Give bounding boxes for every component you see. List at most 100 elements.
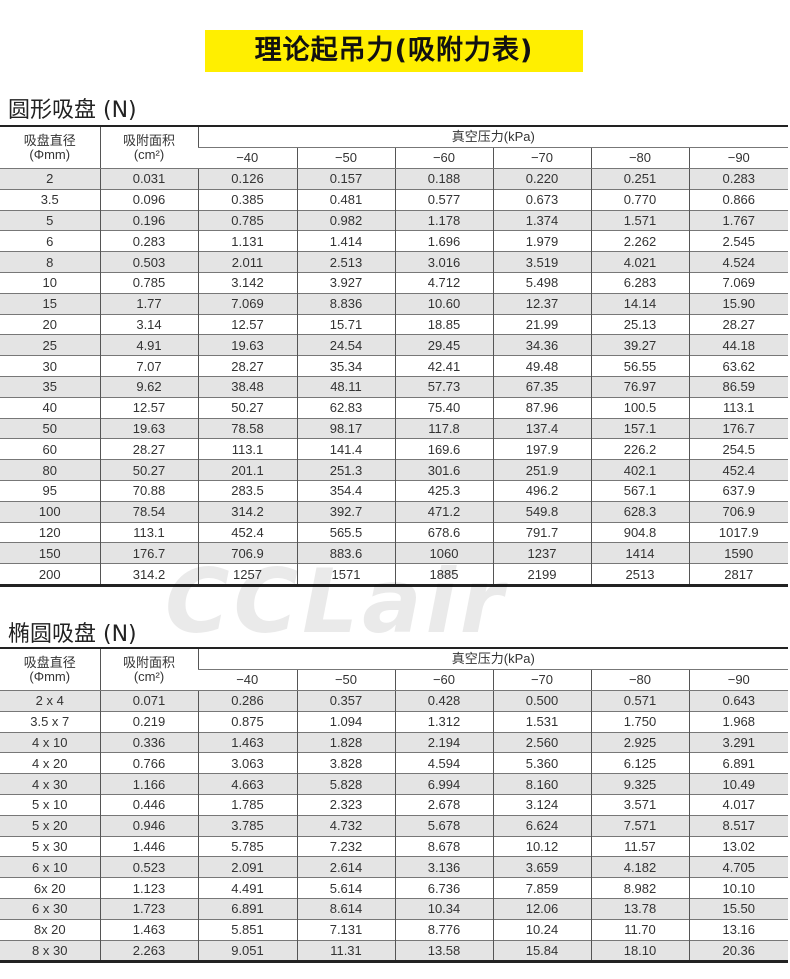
- table-row: 25 4.91 19.63 24.54 29.45 34.36 39.27 44.18: [0, 334, 789, 356]
- table-cell: 42.41: [394, 355, 493, 377]
- table-cell: 78.54: [99, 500, 198, 523]
- table-cell: 10: [0, 271, 100, 294]
- table-row: 5 0.196 0.785 0.982 1.178 1.374 1.571 1.767: [0, 209, 789, 231]
- table-cell: 5 x 20: [0, 814, 100, 837]
- table-cell: 0.523: [99, 856, 198, 878]
- table-cell: 402.1: [590, 459, 689, 481]
- table-cell: 5.851: [197, 918, 297, 941]
- table-cell: 1.123: [99, 877, 198, 899]
- table-row: 200 314.2 1257 1571 1885 2199 2513 2817: [0, 563, 789, 586]
- table-cell: 0.096: [99, 188, 198, 211]
- header-pressure-value: −70: [492, 669, 591, 691]
- header-pressure: 真空压力(kPa): [197, 648, 789, 670]
- table-cell: 113.1: [197, 438, 297, 460]
- table-cell: 13.58: [394, 939, 493, 962]
- table-cell: 12.57: [197, 313, 297, 335]
- page-title: 理论起吊力(吸附力表): [205, 30, 583, 72]
- table-cell: 7.232: [296, 835, 395, 857]
- table-cell: 1.463: [99, 918, 198, 941]
- table-cell: 4 x 20: [0, 752, 100, 774]
- table-cell: 28.27: [99, 438, 198, 460]
- table-cell: 3.136: [394, 856, 493, 878]
- table-cell: 34.36: [492, 334, 591, 356]
- table-cell: 157.1: [590, 417, 689, 439]
- table-cell: 4.663: [197, 773, 297, 795]
- table-row: 10 0.785 3.142 3.927 4.712 5.498 6.283 7.069: [0, 271, 789, 294]
- oval-suction-table: 吸盘直径 (Φmm) 吸附面积 (cm²) 真空压力(kPa) −40 −50 −60 −70−…: [0, 647, 789, 964]
- table-cell: 98.17: [296, 417, 395, 439]
- table-cell: 7.571: [590, 814, 689, 837]
- table-cell: 791.7: [492, 521, 591, 543]
- table-cell: 567.1: [590, 479, 689, 502]
- table-cell: 50.27: [99, 459, 198, 481]
- table-cell: 78.58: [197, 417, 297, 439]
- table-cell: 4.712: [394, 271, 493, 294]
- table-cell: 1.696: [394, 230, 493, 252]
- table-cell: 2.011: [197, 251, 297, 273]
- table-cell: 2.513: [296, 251, 395, 273]
- table-cell: 226.2: [590, 438, 689, 460]
- table-cell: 30: [0, 355, 100, 377]
- table-cell: 0.481: [296, 188, 395, 211]
- table-cell: 3.124: [492, 793, 591, 816]
- table-cell: 19.63: [197, 334, 297, 356]
- table-cell: 0.219: [99, 710, 198, 733]
- table-cell: 0.503: [99, 251, 198, 273]
- table-cell: 1257: [197, 563, 297, 586]
- table-cell: 3.291: [688, 731, 789, 753]
- table-cell: 0.446: [99, 793, 198, 816]
- table-cell: 176.7: [99, 542, 198, 564]
- table-cell: 301.6: [394, 459, 493, 481]
- header-diameter: 吸盘直径 (Φmm): [0, 648, 100, 691]
- table-cell: 1.463: [197, 731, 297, 753]
- table-cell: 18.10: [590, 939, 689, 962]
- table-cell: 3.016: [394, 251, 493, 273]
- table-cell: 80: [0, 459, 100, 481]
- table-cell: 3.142: [197, 271, 297, 294]
- table-cell: 678.6: [394, 521, 493, 543]
- header-pressure: 真空压力(kPa): [197, 126, 789, 148]
- table-cell: 5.614: [296, 877, 395, 899]
- table-cell: 0.283: [99, 230, 198, 252]
- table-cell: 35: [0, 375, 100, 398]
- table-cell: 904.8: [590, 521, 689, 543]
- table-row: 2 x 4 0.071 0.286 0.357 0.428 0.500 0.571 0.643: [0, 690, 789, 712]
- table-cell: 0.031: [99, 168, 198, 190]
- table-cell: 48.11: [296, 375, 395, 398]
- header-pressure-value: −60: [394, 669, 493, 691]
- table-cell: 49.48: [492, 355, 591, 377]
- table-cell: 5 x 30: [0, 835, 100, 857]
- table-cell: 15.50: [688, 897, 789, 920]
- table-cell: 113.1: [99, 521, 198, 543]
- table-row: 6 x 30 1.723 6.891 8.614 10.34 12.06 13.78 15.5…: [0, 897, 789, 920]
- table-cell: 4.182: [590, 856, 689, 878]
- table-cell: 8.678: [394, 835, 493, 857]
- table-row: 80 50.27 201.1 251.3 301.6 251.9 402.1 452.4: [0, 459, 789, 481]
- table-cell: 0.875: [197, 710, 297, 733]
- table-cell: 1.166: [99, 773, 198, 795]
- table-cell: 1.178: [394, 209, 493, 231]
- table-cell: 8.982: [590, 877, 689, 899]
- table-cell: 0.982: [296, 209, 395, 231]
- table-row: 95 70.88 283.5 354.4 425.3 496.2 567.1 637.9: [0, 479, 789, 502]
- table-cell: 7.069: [197, 292, 297, 315]
- table-cell: 4 x 30: [0, 773, 100, 795]
- table-cell: 9.325: [590, 773, 689, 795]
- table-cell: 50: [0, 417, 100, 439]
- table-cell: 1.446: [99, 835, 198, 857]
- table-cell: 29.45: [394, 334, 493, 356]
- table-cell: 3.828: [296, 752, 395, 774]
- table-cell: 1.374: [492, 209, 591, 231]
- table-cell: 496.2: [492, 479, 591, 502]
- table-cell: 197.9: [492, 438, 591, 460]
- table-cell: 12.57: [99, 396, 198, 419]
- table-cell: 0.673: [492, 188, 591, 211]
- table-cell: 75.40: [394, 396, 493, 419]
- table-cell: 1.094: [296, 710, 395, 733]
- table-cell: 1.414: [296, 230, 395, 252]
- table-cell: 7.07: [99, 355, 198, 377]
- table-cell: 2.925: [590, 731, 689, 753]
- table-cell: 637.9: [688, 479, 789, 502]
- table-cell: 883.6: [296, 542, 395, 564]
- table-cell: 0.770: [590, 188, 689, 211]
